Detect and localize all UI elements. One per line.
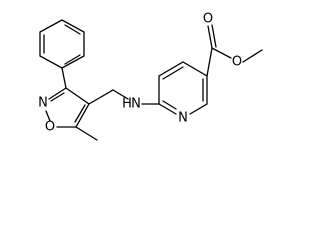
atom-label: N bbox=[38, 96, 48, 111]
phenyl-ring bbox=[39, 19, 85, 69]
page: N O H N N O O (() => { const data = JSON… bbox=[38, 11, 263, 141]
methyl-bond bbox=[75, 126, 98, 141]
phenyl-double-bonds bbox=[43, 24, 81, 65]
atom-label: N bbox=[131, 97, 141, 112]
pyridine-double-bonds bbox=[162, 66, 204, 110]
atom-label: O bbox=[45, 120, 55, 135]
molecule-diagram: N O H N N O O bbox=[38, 12, 263, 141]
atom-label: H bbox=[122, 97, 132, 112]
bond bbox=[61, 67, 67, 89]
bonds bbox=[39, 19, 263, 141]
isoxazole-ring bbox=[45, 87, 90, 128]
isoxazole-double-bonds bbox=[50, 92, 86, 123]
atom-label: O bbox=[203, 12, 213, 27]
atom-label: N bbox=[178, 111, 188, 126]
atom-label: O bbox=[232, 55, 242, 70]
carbonyl-double-bond bbox=[207, 24, 217, 49]
linker-bonds bbox=[88, 89, 129, 105]
pyridine-ring bbox=[158, 61, 208, 115]
